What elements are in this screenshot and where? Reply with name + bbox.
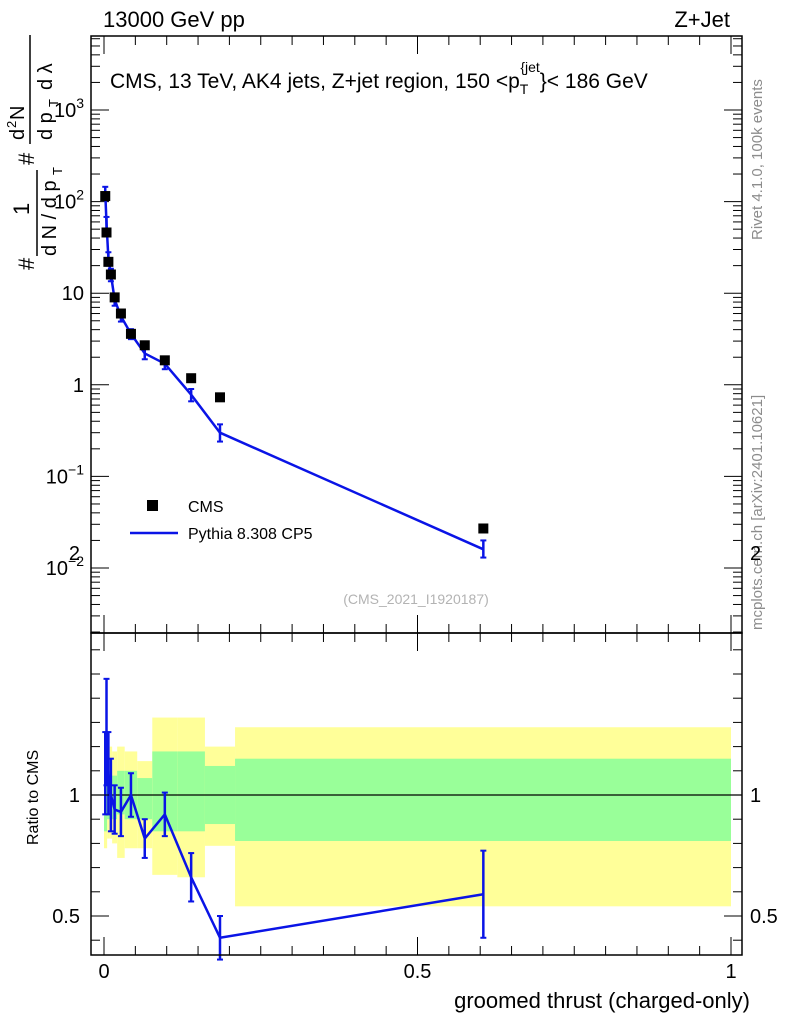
rivet-label: Rivet 4.1.0, 100k events bbox=[749, 79, 766, 240]
ratio-x-tick-label: 0.5 bbox=[404, 961, 432, 983]
header-right: Z+Jet bbox=[674, 7, 730, 32]
main-data-point bbox=[214, 392, 225, 403]
ratio-y-tick-label-right: 2 bbox=[750, 543, 761, 565]
main-data-point bbox=[109, 292, 120, 303]
main-data-point bbox=[186, 373, 197, 384]
main-data-point bbox=[103, 256, 114, 267]
svg-text:1: 1 bbox=[9, 203, 34, 215]
ratio-plot-frame bbox=[90, 632, 743, 956]
svg-text:d p: d p bbox=[35, 112, 57, 140]
legend-data-label: CMS bbox=[188, 499, 224, 516]
main-data-point bbox=[478, 523, 489, 534]
main-data-point bbox=[125, 328, 136, 339]
ratio-inner-band bbox=[235, 758, 731, 841]
ratio-y-tick-label-left: 0.5 bbox=[52, 906, 80, 928]
svg-text:T: T bbox=[50, 167, 65, 175]
ratio-y-axis-label: Ratio to CMS bbox=[25, 750, 42, 845]
svg-text:T: T bbox=[46, 99, 61, 107]
x-axis-label: groomed thrust (charged-only) bbox=[454, 988, 750, 1013]
main-y-tick-label: 102 bbox=[54, 187, 84, 214]
ratio-inner-band bbox=[177, 751, 205, 832]
legend: CMS Pythia 8.308 CP5 bbox=[130, 499, 313, 543]
main-y-tick-label: 1 bbox=[73, 375, 84, 397]
subtitle-sub: T bbox=[520, 81, 529, 97]
mcplots-label: mcplots.cern.ch [arXiv:2401.10621] bbox=[749, 395, 766, 630]
svg-text:d N / d p: d N / d p bbox=[39, 180, 61, 256]
main-data-series bbox=[100, 191, 489, 534]
main-y-axis-label: # 1 d N / d p T # d 2 N d p T d λ bbox=[4, 35, 65, 270]
main-y-tick-labels: 10−2 10−1 1 10 102 103 bbox=[46, 95, 84, 580]
ratio-y-tick-label-right: 0.5 bbox=[750, 906, 778, 928]
ratio-y-tick-label-left: 2 bbox=[69, 543, 80, 565]
svg-text:d λ: d λ bbox=[35, 63, 57, 90]
ratio-y-tick-label-right: 1 bbox=[750, 785, 761, 807]
legend-mc-label: Pythia 8.308 CP5 bbox=[188, 526, 313, 543]
svg-text:2: 2 bbox=[4, 121, 19, 128]
ratio-x-tick-labels: 0 0.5 1 bbox=[98, 961, 736, 983]
subtitle-prefix: CMS, 13 TeV, AK4 jets, Z+jet region, 150… bbox=[110, 70, 520, 93]
watermark: (CMS_2021_I1920187) bbox=[343, 591, 489, 607]
main-y-tick-label: 10 bbox=[62, 283, 84, 305]
main-data-point bbox=[115, 308, 126, 319]
main-data-point bbox=[100, 191, 111, 202]
svg-text:N: N bbox=[7, 106, 29, 120]
ratio-mc-series bbox=[102, 677, 487, 961]
ratio-x-tick-label: 0 bbox=[98, 961, 109, 983]
subtitle: CMS, 13 TeV, AK4 jets, Z+jet region, 150… bbox=[110, 59, 648, 97]
main-y-tick-label: 10−1 bbox=[46, 461, 84, 488]
legend-data-marker bbox=[147, 500, 158, 511]
main-data-point bbox=[105, 269, 116, 280]
header-left: 13000 GeV pp bbox=[103, 7, 245, 32]
ratio-y-tick-label-left: 1 bbox=[69, 785, 80, 807]
main-y-tick-label: 103 bbox=[54, 95, 84, 122]
ratio-y-tick-labels: 0.5 0.5 1 1 2 2 bbox=[52, 543, 778, 928]
main-data-point bbox=[101, 227, 112, 238]
svg-text:d: d bbox=[7, 129, 29, 140]
main-data-point bbox=[139, 340, 150, 351]
subtitle-sup: {jet bbox=[520, 59, 540, 75]
main-y-tick-label: 10−2 bbox=[46, 553, 84, 580]
svg-text:#: # bbox=[14, 257, 39, 270]
ratio-axis-ticks bbox=[91, 633, 742, 955]
ratio-x-tick-label: 1 bbox=[725, 961, 736, 983]
svg-text:#: # bbox=[14, 152, 39, 165]
main-data-point bbox=[159, 355, 170, 366]
ratio-inner-band bbox=[137, 778, 153, 820]
subtitle-suffix: }< 186 GeV bbox=[540, 70, 648, 93]
main-axis-ticks bbox=[91, 36, 742, 633]
